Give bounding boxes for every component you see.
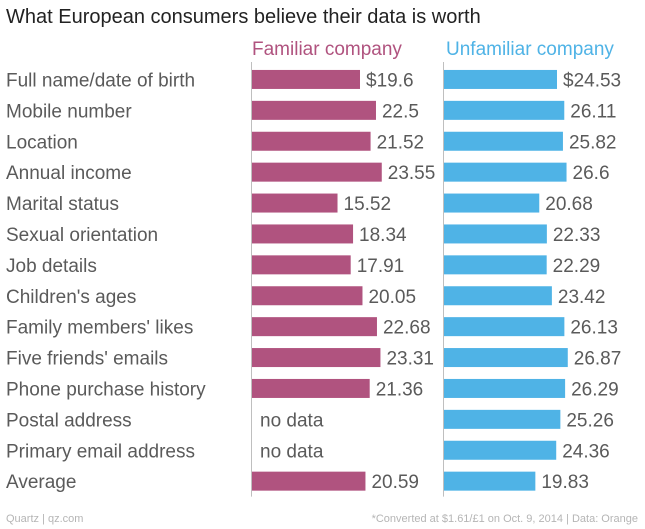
data-label-familiar: 15.52 bbox=[344, 194, 392, 215]
bar-familiar bbox=[252, 378, 370, 398]
category-label: Marital status bbox=[6, 194, 119, 215]
bar-familiar bbox=[252, 255, 351, 275]
data-label-familiar: 20.59 bbox=[371, 472, 419, 493]
data-label-familiar: 21.52 bbox=[377, 132, 425, 153]
data-label-familiar: no data bbox=[260, 410, 324, 431]
category-label: Location bbox=[6, 132, 78, 153]
legend-familiar-company: Familiar company bbox=[252, 39, 402, 60]
data-label-unfamiliar: 26.29 bbox=[571, 379, 619, 400]
bar-familiar bbox=[252, 131, 371, 151]
bar-unfamiliar bbox=[444, 471, 536, 491]
category-label: Primary email address bbox=[6, 441, 195, 462]
category-label: Children's ages bbox=[6, 287, 136, 308]
data-label-unfamiliar: 26.87 bbox=[574, 349, 622, 370]
bar-unfamiliar bbox=[444, 224, 547, 244]
bar-familiar bbox=[252, 317, 377, 337]
data-label-unfamiliar: 23.42 bbox=[558, 287, 606, 308]
data-label-familiar: 23.55 bbox=[388, 163, 436, 184]
category-label: Job details bbox=[6, 256, 97, 277]
bar-unfamiliar bbox=[444, 193, 540, 213]
data-label-unfamiliar: 25.82 bbox=[569, 132, 617, 153]
data-label-unfamiliar: 24.36 bbox=[562, 441, 610, 462]
category-label: Phone purchase history bbox=[6, 379, 206, 400]
category-label: Mobile number bbox=[6, 101, 132, 122]
bar-unfamiliar bbox=[444, 378, 566, 398]
category-label: Sexual orientation bbox=[6, 225, 158, 246]
data-label-unfamiliar: 20.68 bbox=[545, 194, 593, 215]
data-label-familiar: 23.31 bbox=[386, 349, 434, 370]
bar-familiar bbox=[252, 193, 338, 213]
bar-unfamiliar bbox=[444, 69, 557, 89]
data-label-unfamiliar: 26.13 bbox=[570, 318, 618, 339]
data-label-familiar: 17.91 bbox=[357, 256, 405, 277]
data-label-unfamiliar: 19.83 bbox=[541, 472, 589, 493]
data-label-familiar: no data bbox=[260, 441, 324, 462]
bar-unfamiliar bbox=[444, 317, 565, 337]
bar-familiar bbox=[252, 286, 363, 306]
category-label: Full name/date of birth bbox=[6, 70, 195, 91]
bar-unfamiliar bbox=[444, 286, 552, 306]
bar-familiar bbox=[252, 224, 354, 244]
category-label: Annual income bbox=[6, 163, 132, 184]
legend-unfamiliar-company: Unfamiliar company bbox=[446, 39, 614, 60]
data-label-unfamiliar: 25.26 bbox=[566, 410, 614, 431]
chart-title: What European consumers believe their da… bbox=[6, 6, 481, 28]
bar-unfamiliar bbox=[444, 255, 547, 275]
bar-unfamiliar bbox=[444, 131, 563, 151]
category-label: Postal address bbox=[6, 410, 132, 431]
bar-unfamiliar bbox=[444, 409, 561, 429]
data-label-unfamiliar: 22.29 bbox=[553, 256, 601, 277]
data-label-unfamiliar: 26.6 bbox=[573, 163, 610, 184]
bar-unfamiliar bbox=[444, 440, 557, 460]
category-label: Five friends' emails bbox=[6, 349, 168, 370]
footer-source: Quartz | qz.com bbox=[6, 513, 84, 525]
category-label: Average bbox=[6, 472, 76, 493]
category-label: Family members' likes bbox=[6, 318, 193, 339]
data-label-familiar: 18.34 bbox=[359, 225, 407, 246]
data-label-familiar: 20.05 bbox=[368, 287, 416, 308]
data-label-unfamiliar: 26.11 bbox=[570, 101, 616, 122]
bar-familiar bbox=[252, 348, 381, 368]
bar-unfamiliar bbox=[444, 100, 565, 120]
data-label-unfamiliar: $24.53 bbox=[563, 70, 621, 91]
bar-familiar bbox=[252, 471, 366, 491]
bar-familiar bbox=[252, 69, 360, 89]
bar-unfamiliar bbox=[444, 162, 567, 182]
bar-familiar bbox=[252, 162, 382, 182]
data-label-familiar: $19.6 bbox=[366, 70, 414, 91]
footer-note: *Converted at $1.61/£1 on Oct. 9, 2014 |… bbox=[371, 513, 638, 525]
bar-unfamiliar bbox=[444, 348, 568, 368]
data-label-familiar: 22.68 bbox=[383, 318, 431, 339]
data-label-familiar: 21.36 bbox=[376, 379, 424, 400]
data-label-unfamiliar: 22.33 bbox=[553, 225, 601, 246]
bar-familiar bbox=[252, 100, 376, 120]
data-label-familiar: 22.5 bbox=[382, 101, 419, 122]
